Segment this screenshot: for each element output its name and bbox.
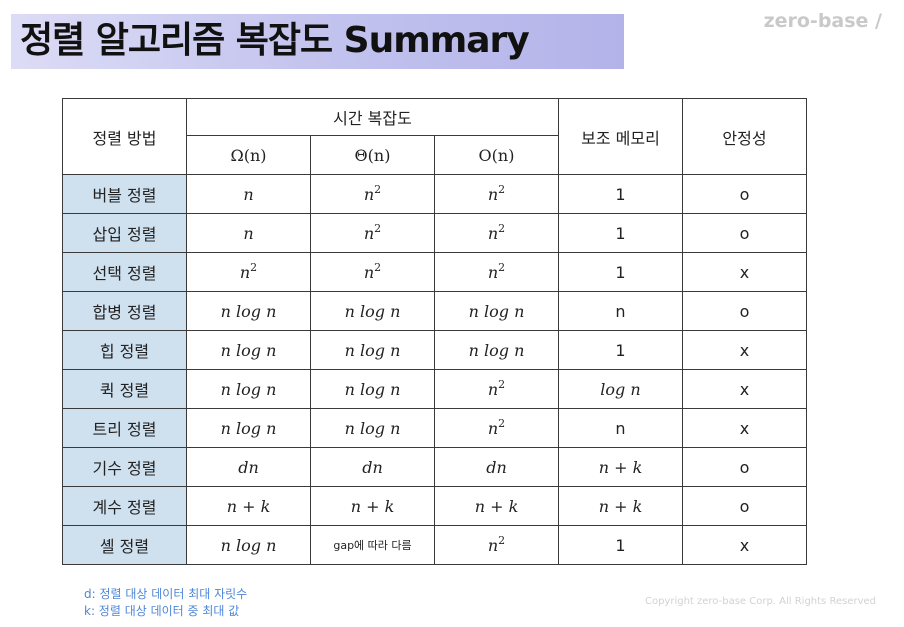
memory-cell: log n	[558, 369, 683, 409]
complexity-theta: n log n	[310, 330, 435, 370]
method-name: 셸 정렬	[62, 525, 187, 565]
method-name: 삽입 정렬	[62, 213, 187, 253]
page-title: 정렬 알고리즘 복잡도 Summary	[20, 20, 530, 61]
note-k: k: 정렬 대상 데이터 중 최대 값	[84, 604, 240, 618]
complexity-omega: n log n	[186, 330, 311, 370]
complexity-bigo: n2	[434, 252, 559, 292]
memory-cell: n + k	[558, 447, 683, 487]
complexity-bigo: dn	[434, 447, 559, 487]
method-name: 기수 정렬	[62, 447, 187, 487]
stability-cell: x	[682, 369, 807, 409]
complexity-omega: n2	[186, 252, 311, 292]
complexity-omega: n + k	[186, 486, 311, 526]
complexity-theta: n + k	[310, 486, 435, 526]
stability-cell: x	[682, 252, 807, 292]
table-row: 선택 정렬 n2 n2 n2 1 x	[62, 252, 807, 292]
memory-cell: 1	[558, 525, 683, 565]
memory-cell: 1	[558, 330, 683, 370]
stability-cell: o	[682, 174, 807, 214]
method-name: 합병 정렬	[62, 291, 187, 331]
complexity-bigo: n log n	[434, 291, 559, 331]
complexity-theta: n2	[310, 174, 435, 214]
complexity-theta: n2	[310, 213, 435, 253]
method-name: 트리 정렬	[62, 408, 187, 448]
complexity-theta: n log n	[310, 291, 435, 331]
stability-cell: o	[682, 291, 807, 331]
complexity-omega: n log n	[186, 291, 311, 331]
complexity-bigo: n2	[434, 525, 559, 565]
memory-cell: 1	[558, 213, 683, 253]
stability-cell: o	[682, 486, 807, 526]
stability-cell: x	[682, 330, 807, 370]
complexity-theta: n log n	[310, 369, 435, 409]
memory-cell: n	[558, 408, 683, 448]
complexity-omega: dn	[186, 447, 311, 487]
legend-notes: d: 정렬 대상 데이터 최대 자릿수 k: 정렬 대상 데이터 중 최대 값	[84, 586, 247, 620]
header-method: 정렬 방법	[62, 98, 187, 175]
complexity-omega: n log n	[186, 369, 311, 409]
complexity-theta: dn	[310, 447, 435, 487]
brand-logo: zero-base /	[763, 10, 882, 32]
complexity-omega: n	[186, 213, 311, 253]
complexity-bigo: n2	[434, 174, 559, 214]
complexity-bigo: n2	[434, 213, 559, 253]
header-bigo: O(n)	[434, 135, 559, 175]
method-name: 버블 정렬	[62, 174, 187, 214]
memory-cell: 1	[558, 252, 683, 292]
complexity-bigo: n log n	[434, 330, 559, 370]
header-theta: Θ(n)	[310, 135, 435, 175]
method-name: 힙 정렬	[62, 330, 187, 370]
table-row: 셸 정렬 n log n gap에 따라 다름 n2 1 x	[62, 525, 807, 565]
complexity-theta: n log n	[310, 408, 435, 448]
note-d: d: 정렬 대상 데이터 최대 자릿수	[84, 587, 248, 601]
complexity-bigo: n2	[434, 369, 559, 409]
header-omega: Ω(n)	[186, 135, 311, 175]
method-name: 선택 정렬	[62, 252, 187, 292]
complexity-omega: n log n	[186, 525, 311, 565]
complexity-theta: gap에 따라 다름	[310, 525, 435, 565]
header-memory: 보조 메모리	[558, 98, 683, 175]
copyright: Copyright zero-base Corp. All Rights Res…	[644, 596, 876, 607]
stability-cell: x	[682, 525, 807, 565]
memory-cell: n	[558, 291, 683, 331]
stability-cell: o	[682, 447, 807, 487]
header-time-complexity: 시간 복잡도	[186, 98, 559, 136]
complexity-omega: n log n	[186, 408, 311, 448]
complexity-theta: n2	[310, 252, 435, 292]
stability-cell: o	[682, 213, 807, 253]
complexity-bigo: n + k	[434, 486, 559, 526]
method-name: 퀵 정렬	[62, 369, 187, 409]
complexity-table: 정렬 방법 시간 복잡도 보조 메모리 안정성 Ω(n) Θ(n) O(n) 버…	[62, 98, 807, 565]
complexity-omega: n	[186, 174, 311, 214]
memory-cell: 1	[558, 174, 683, 214]
title-bar	[11, 14, 624, 69]
method-name: 계수 정렬	[62, 486, 187, 526]
complexity-bigo: n2	[434, 408, 559, 448]
table-row: 삽입 정렬 n n2 n2 1 o	[62, 213, 807, 253]
memory-cell: n + k	[558, 486, 683, 526]
table-row: 버블 정렬 n n2 n2 1 o	[62, 174, 807, 214]
header-stability: 안정성	[682, 98, 807, 175]
stability-cell: x	[682, 408, 807, 448]
